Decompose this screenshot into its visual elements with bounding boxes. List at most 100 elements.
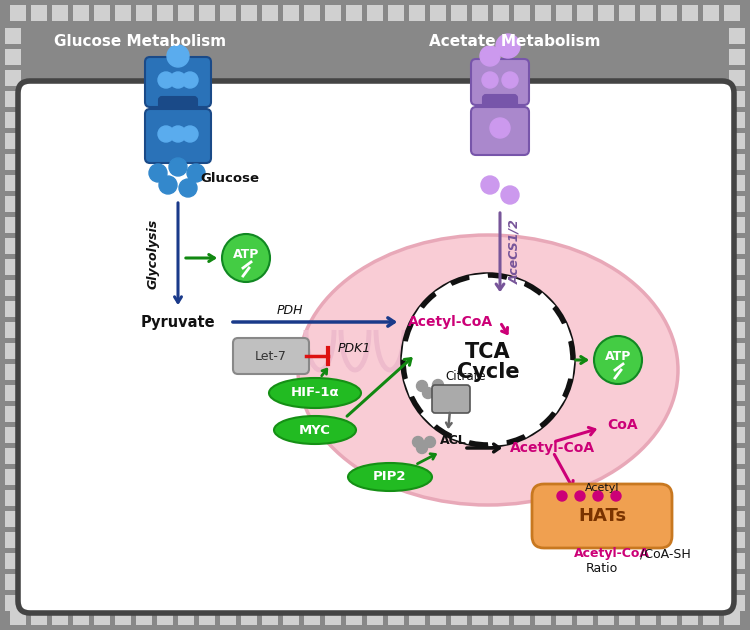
FancyBboxPatch shape (5, 175, 21, 191)
FancyBboxPatch shape (5, 364, 21, 380)
Text: Glycolysis: Glycolysis (147, 219, 160, 289)
Text: /CoA-SH: /CoA-SH (640, 547, 691, 561)
FancyBboxPatch shape (5, 532, 21, 548)
Text: Pyruvate: Pyruvate (141, 314, 215, 329)
Text: Acetyl-CoA: Acetyl-CoA (408, 315, 494, 329)
FancyBboxPatch shape (5, 301, 21, 317)
FancyBboxPatch shape (729, 196, 745, 212)
FancyBboxPatch shape (682, 609, 698, 625)
FancyBboxPatch shape (115, 5, 131, 21)
FancyBboxPatch shape (73, 5, 89, 21)
Text: CoA: CoA (607, 418, 638, 432)
FancyBboxPatch shape (145, 109, 211, 163)
FancyBboxPatch shape (115, 609, 131, 625)
FancyBboxPatch shape (5, 49, 21, 65)
Circle shape (170, 126, 186, 142)
Circle shape (482, 72, 498, 88)
Text: PIP2: PIP2 (374, 471, 406, 483)
FancyBboxPatch shape (409, 5, 425, 21)
FancyBboxPatch shape (724, 609, 740, 625)
FancyBboxPatch shape (367, 609, 383, 625)
FancyBboxPatch shape (178, 5, 194, 21)
Text: Glucose Metabolism: Glucose Metabolism (54, 35, 226, 50)
FancyBboxPatch shape (729, 280, 745, 296)
Circle shape (167, 45, 189, 67)
FancyBboxPatch shape (18, 81, 734, 613)
FancyBboxPatch shape (5, 574, 21, 590)
FancyBboxPatch shape (136, 5, 152, 21)
FancyBboxPatch shape (471, 107, 529, 155)
FancyBboxPatch shape (535, 609, 551, 625)
FancyBboxPatch shape (535, 5, 551, 21)
Circle shape (481, 176, 499, 194)
Circle shape (169, 158, 187, 176)
FancyBboxPatch shape (5, 427, 21, 443)
Circle shape (179, 179, 197, 197)
FancyBboxPatch shape (5, 490, 21, 506)
Circle shape (159, 176, 177, 194)
FancyBboxPatch shape (5, 154, 21, 170)
FancyBboxPatch shape (430, 609, 446, 625)
FancyBboxPatch shape (5, 91, 21, 107)
FancyBboxPatch shape (5, 70, 21, 86)
FancyBboxPatch shape (724, 5, 740, 21)
Text: Acetyl-CoA: Acetyl-CoA (510, 441, 596, 455)
FancyBboxPatch shape (661, 609, 677, 625)
FancyBboxPatch shape (432, 385, 470, 413)
Circle shape (182, 72, 198, 88)
FancyBboxPatch shape (388, 5, 404, 21)
Circle shape (490, 118, 510, 138)
FancyBboxPatch shape (556, 5, 572, 21)
FancyBboxPatch shape (532, 484, 672, 548)
FancyBboxPatch shape (262, 609, 278, 625)
FancyBboxPatch shape (5, 553, 21, 569)
Circle shape (149, 164, 167, 182)
Text: Citrate: Citrate (445, 370, 486, 382)
Circle shape (158, 126, 174, 142)
FancyBboxPatch shape (451, 609, 467, 625)
FancyBboxPatch shape (5, 238, 21, 254)
FancyBboxPatch shape (178, 609, 194, 625)
Text: Acetate Metabolism: Acetate Metabolism (429, 35, 601, 50)
FancyBboxPatch shape (157, 5, 173, 21)
Circle shape (187, 164, 205, 182)
FancyBboxPatch shape (598, 5, 614, 21)
FancyBboxPatch shape (514, 5, 530, 21)
FancyBboxPatch shape (729, 427, 745, 443)
FancyBboxPatch shape (729, 70, 745, 86)
FancyBboxPatch shape (729, 511, 745, 527)
Circle shape (502, 72, 518, 88)
Circle shape (222, 234, 270, 282)
FancyBboxPatch shape (31, 5, 47, 21)
Circle shape (480, 46, 500, 66)
FancyBboxPatch shape (5, 469, 21, 485)
FancyBboxPatch shape (729, 133, 745, 149)
FancyBboxPatch shape (729, 553, 745, 569)
FancyBboxPatch shape (493, 5, 509, 21)
FancyBboxPatch shape (5, 28, 21, 44)
FancyBboxPatch shape (5, 217, 21, 233)
Text: PDH: PDH (277, 304, 303, 318)
FancyBboxPatch shape (640, 609, 656, 625)
FancyBboxPatch shape (5, 511, 21, 527)
Text: ACL: ACL (440, 433, 466, 447)
FancyBboxPatch shape (451, 5, 467, 21)
FancyBboxPatch shape (729, 574, 745, 590)
FancyBboxPatch shape (729, 406, 745, 422)
Ellipse shape (348, 463, 432, 491)
Circle shape (403, 275, 573, 445)
FancyBboxPatch shape (483, 95, 517, 115)
Circle shape (182, 126, 198, 142)
Circle shape (496, 34, 520, 58)
FancyBboxPatch shape (729, 364, 745, 380)
FancyBboxPatch shape (577, 609, 593, 625)
FancyBboxPatch shape (729, 217, 745, 233)
FancyBboxPatch shape (5, 259, 21, 275)
FancyBboxPatch shape (472, 5, 488, 21)
FancyBboxPatch shape (729, 49, 745, 65)
Ellipse shape (269, 378, 361, 408)
FancyBboxPatch shape (619, 5, 635, 21)
FancyBboxPatch shape (682, 5, 698, 21)
FancyBboxPatch shape (729, 385, 745, 401)
FancyBboxPatch shape (283, 609, 299, 625)
